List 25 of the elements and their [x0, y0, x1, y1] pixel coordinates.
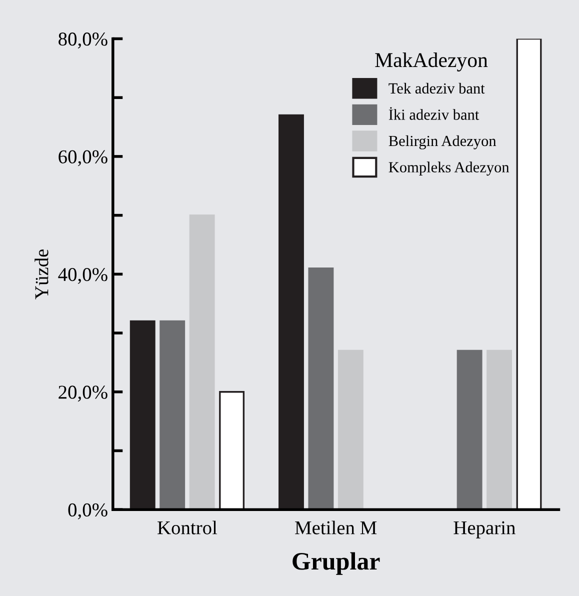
legend-label: İki adeziv bant — [388, 107, 480, 120]
x-tick-label: Kontrol — [158, 520, 218, 534]
x-axis-title: Gruplar — [292, 552, 380, 575]
bar — [160, 320, 186, 510]
x-tick-label: Metilen M — [295, 520, 377, 534]
bar — [219, 391, 245, 510]
y-tick-label: 40,0% — [58, 268, 108, 284]
bar — [338, 350, 364, 510]
bar — [189, 214, 215, 510]
y-tick-label: 60,0% — [58, 150, 108, 166]
y-tick-label: 20,0% — [58, 386, 108, 402]
legend-label: Kompleks Adezyon — [388, 162, 510, 176]
bar — [486, 350, 512, 510]
x-tick-label: Heparin — [454, 521, 516, 538]
legend-label: Belirgin Adezyon — [388, 135, 496, 150]
y-tick-label: 80,0% — [58, 32, 108, 48]
bar — [130, 320, 156, 510]
legend-label: Tek adeziv bant — [388, 82, 485, 94]
bar — [308, 267, 334, 510]
bar — [278, 114, 304, 510]
y-tick-label: 0,0% — [68, 503, 108, 520]
bar — [456, 350, 482, 510]
bar — [516, 38, 542, 510]
y-axis-title: Yüzde — [34, 249, 48, 300]
legend-title: MakAdezyon — [375, 52, 488, 72]
